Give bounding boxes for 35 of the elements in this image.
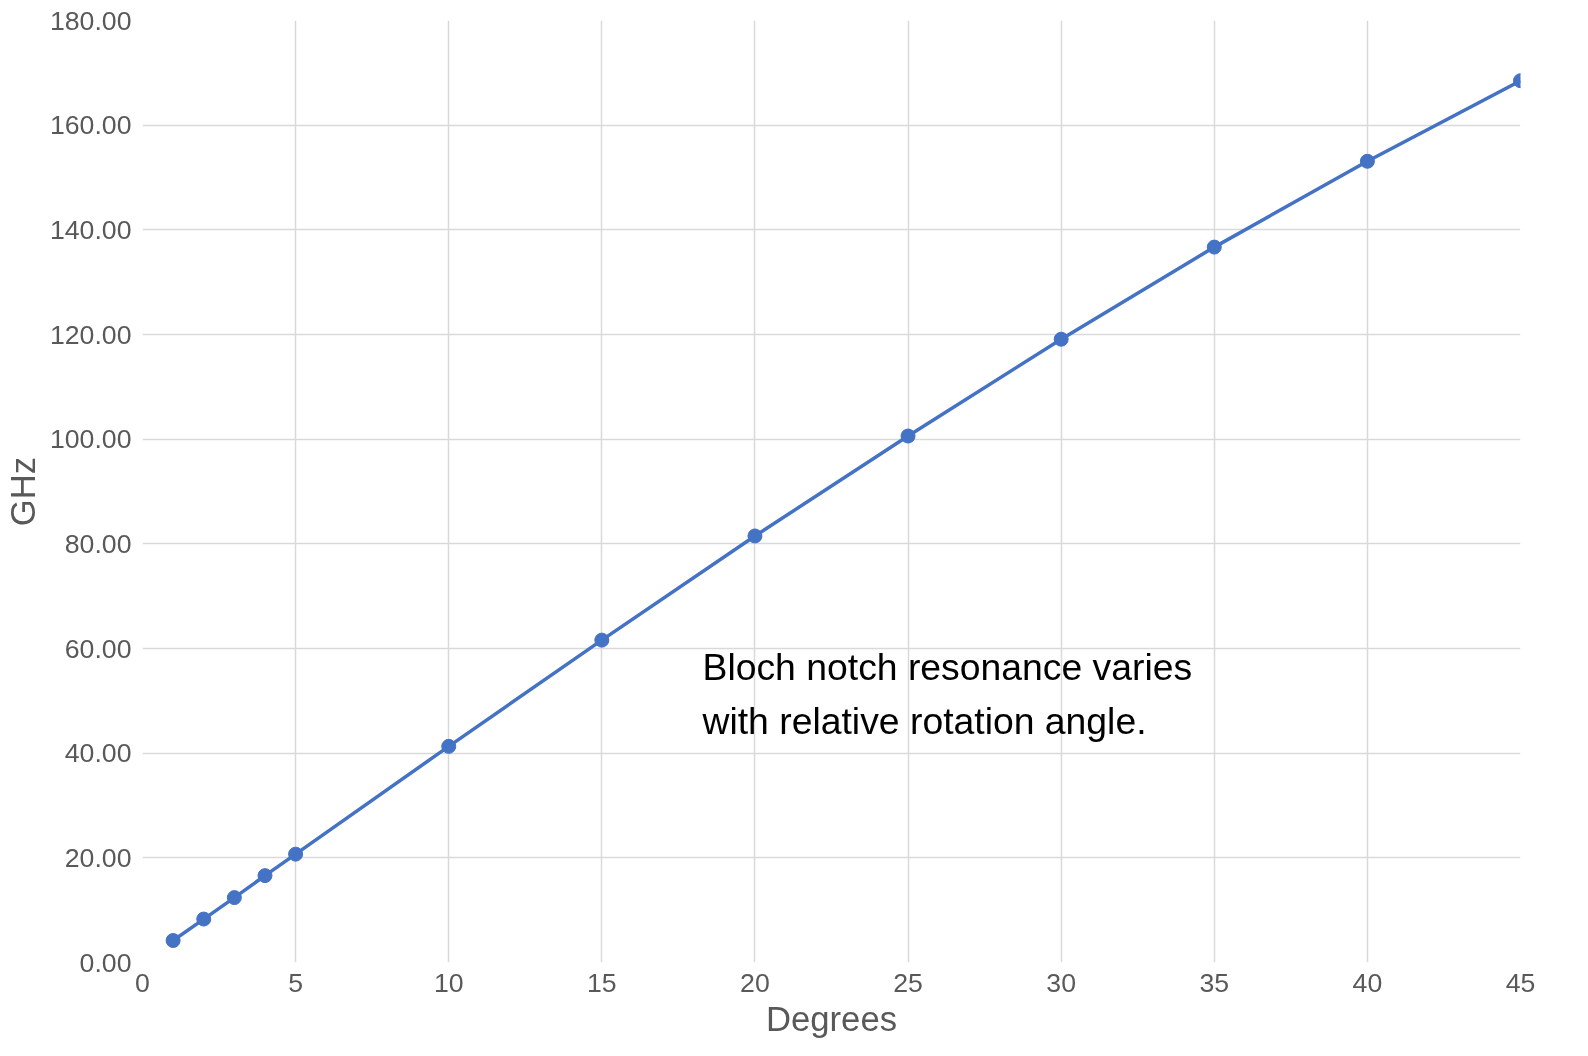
x-tick-label: 0 — [135, 967, 150, 998]
point — [257, 868, 273, 884]
x-axis-title: Degrees — [766, 999, 897, 1038]
y-tick-label: 160.00 — [49, 110, 132, 141]
point — [226, 890, 242, 906]
x-tick-label: 5 — [288, 967, 304, 998]
point — [594, 632, 610, 648]
x-tick-label: 45 — [1505, 967, 1536, 998]
y-tick-label: 60.00 — [64, 633, 132, 664]
x-tick-label: 35 — [1199, 967, 1230, 998]
x-tick-label: 15 — [587, 967, 617, 998]
point — [1053, 331, 1069, 347]
annotation: Bloch notch resonance varies with relative rotation angle. — [701, 645, 1193, 743]
point — [288, 846, 304, 862]
x-tick-label: 30 — [1046, 967, 1076, 998]
x-tick-label: 40 — [1352, 967, 1383, 998]
y-tick-label: 80.00 — [64, 528, 132, 559]
point — [900, 428, 916, 444]
point — [747, 528, 763, 544]
x-tick-label: 10 — [433, 967, 464, 998]
y-tick-label: 0.00 — [79, 947, 132, 978]
y-tick-label: 180.00 — [49, 5, 132, 36]
x-tick-label: 25 — [893, 967, 923, 998]
y-tick-label: 120.00 — [49, 319, 132, 350]
y-tick-label: 40.00 — [64, 738, 132, 769]
point — [165, 933, 181, 949]
y-tick-label: 140.00 — [49, 214, 132, 245]
x-tick-label: 20 — [740, 967, 770, 998]
point — [1206, 239, 1222, 255]
y-tick-label: 100.00 — [49, 424, 132, 455]
point — [196, 911, 212, 927]
point — [1359, 153, 1375, 169]
y-tick-label: 20.00 — [64, 842, 132, 873]
point — [441, 738, 457, 754]
y-axis-title: GHz — [3, 456, 42, 527]
